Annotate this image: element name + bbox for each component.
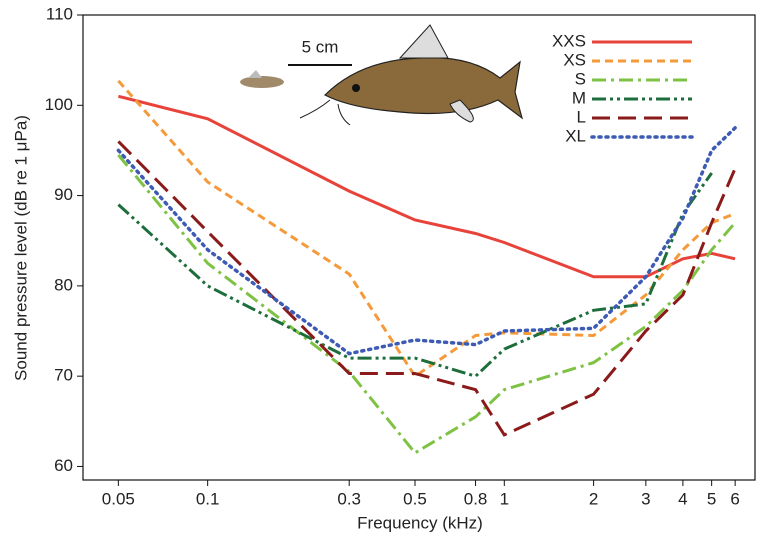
x-axis-label: Frequency (kHz) xyxy=(357,513,483,532)
series-line xyxy=(117,140,737,437)
x-tick-label: 0.3 xyxy=(337,489,361,508)
barbels xyxy=(299,99,351,126)
y-tick-label: 100 xyxy=(45,95,73,114)
legend-label: S xyxy=(575,69,586,88)
legend-label: L xyxy=(577,107,586,126)
big-fish-eye xyxy=(352,84,360,92)
y-tick-label: 60 xyxy=(54,456,73,475)
series-line xyxy=(117,154,737,455)
small-fish xyxy=(240,76,284,88)
legend-label: XL xyxy=(565,126,586,145)
small-fin xyxy=(248,70,262,78)
y-tick-label: 110 xyxy=(46,4,73,23)
y-tick-label: 70 xyxy=(54,366,73,385)
legend-label: M xyxy=(572,88,586,107)
series-line xyxy=(118,94,736,279)
y-axis-label: Sound pressure level (dB re 1 μPa) xyxy=(11,115,30,381)
plot-frame xyxy=(82,14,756,481)
series-line xyxy=(117,79,736,379)
series-line xyxy=(116,126,737,356)
x-tick-label: 2 xyxy=(589,489,598,508)
legend-label: XS xyxy=(563,50,586,69)
y-tick-label: 80 xyxy=(54,275,73,294)
x-tick-label: 6 xyxy=(730,489,739,508)
scale-label: 5 cm xyxy=(302,37,339,56)
x-tick-label: 0.8 xyxy=(464,489,488,508)
x-tick-label: 3 xyxy=(641,489,650,508)
big-fish-fin xyxy=(449,99,474,123)
x-tick-label: 0.1 xyxy=(196,489,220,508)
y-tick-label: 90 xyxy=(54,185,73,204)
legend-label: XXS xyxy=(552,31,586,50)
big-fish-body xyxy=(323,57,524,120)
x-tick-label: 0.05 xyxy=(102,489,135,508)
fish-illustration xyxy=(240,24,524,126)
big-fish-dorsal xyxy=(398,24,449,59)
series-line xyxy=(117,172,713,378)
x-tick-label: 1 xyxy=(500,489,509,508)
x-tick-label: 4 xyxy=(678,489,687,508)
x-tick-label: 5 xyxy=(707,489,716,508)
x-tick-label: 0.5 xyxy=(403,489,427,508)
